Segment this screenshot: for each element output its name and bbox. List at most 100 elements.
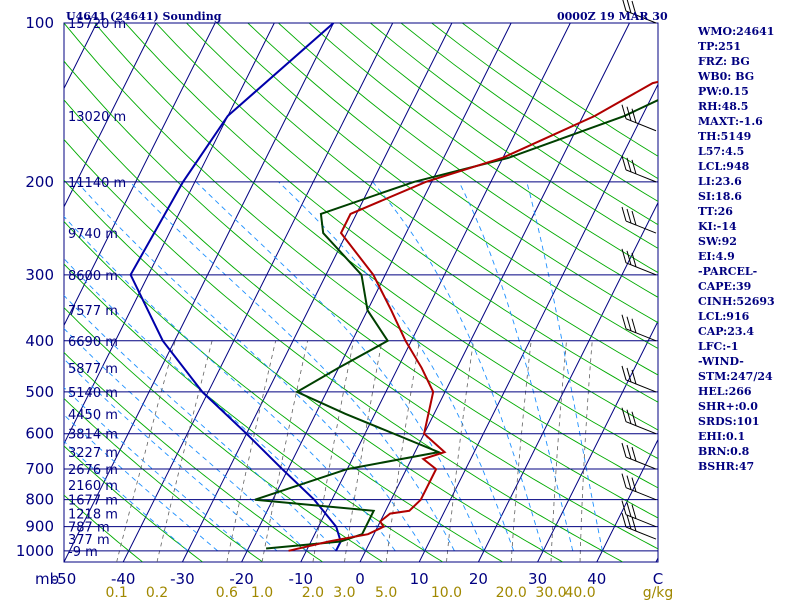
chart-grid	[0, 22, 659, 563]
wind-barb	[621, 473, 657, 501]
temp-unit-label: C	[653, 570, 663, 588]
mixing-ratio-line	[312, 340, 354, 562]
isotherm-line	[0, 23, 38, 562]
dry-adiabat-line	[64, 351, 323, 562]
dry-adiabat-line	[94, 23, 658, 460]
temp-tick-label: -40	[111, 570, 136, 588]
height-label: 8600 m	[68, 269, 118, 284]
index-item: L57:4.5	[698, 145, 745, 158]
indices-panel: WMO:24641 TP:251 FRZ: BG WB0: BG PW:0.15 RH:4…	[698, 24, 798, 474]
index-item: FRZ: BG	[698, 55, 750, 68]
index-item: WMO:24641	[698, 25, 775, 38]
pressure-tick-label: 800	[25, 491, 54, 509]
mixing-ratio-line	[116, 340, 176, 562]
wind-barb	[621, 512, 657, 540]
temp-tick-label: -50	[52, 570, 77, 588]
pressure-unit-label: mb	[35, 570, 59, 588]
mixing-ratio-tick-label: 1.0	[251, 585, 273, 600]
mixing-ratio-tick-label: 2.0	[302, 585, 324, 600]
height-label: 11140 m	[68, 176, 126, 191]
wind-barbs	[621, 0, 657, 540]
index-item: -PARCEL-	[698, 265, 758, 278]
index-item: WB0: BG	[698, 70, 755, 83]
mixing-ratio-line	[156, 340, 213, 562]
temp-tick-label: -10	[289, 570, 314, 588]
index-item: TP:251	[698, 40, 742, 53]
index-item: BRN:0.8	[698, 445, 750, 458]
height-label: 5140 m	[68, 386, 118, 401]
temp-tick-label: 0	[355, 570, 365, 588]
mixing-ratio-tick-label: 10.0	[431, 585, 462, 600]
wind-barb	[622, 0, 657, 24]
plot-frame	[63, 22, 659, 563]
pressure-tick-label: 700	[25, 460, 54, 478]
dry-adiabat-line	[124, 23, 658, 431]
dry-adiabat-line	[155, 23, 658, 403]
height-label: 13020 m	[68, 110, 126, 125]
wind-barb	[621, 314, 657, 342]
temp-tick-label: 30	[528, 570, 547, 588]
pressure-tick-label: 400	[25, 332, 54, 350]
index-item: SW:92	[698, 235, 737, 248]
pressure-tick-label: 100	[25, 14, 54, 32]
dry-adiabat-line	[64, 23, 658, 489]
index-item: CAP:23.4	[698, 325, 755, 338]
wind-barb	[621, 407, 657, 435]
index-item: LCL:916	[698, 310, 750, 323]
temp-tick-label: -30	[170, 570, 195, 588]
wind-barb	[621, 500, 657, 528]
mixing-ratio-line	[579, 340, 593, 562]
index-item: LI:23.6	[698, 175, 742, 188]
wind-barb	[621, 155, 657, 183]
index-item: SRDS:101	[698, 415, 760, 428]
height-label: 3814 m	[68, 428, 118, 443]
dry-adiabat-line	[186, 23, 658, 376]
dry-adiabat-line	[64, 445, 203, 562]
dry-adiabat-line	[64, 220, 504, 562]
temp-tick-label: 10	[410, 570, 429, 588]
dry-adiabat-line	[64, 307, 383, 562]
index-item: RH:48.5	[698, 100, 749, 113]
chart-curves	[129, 23, 658, 552]
isotherm-line	[64, 23, 157, 208]
mixing-ratio-line	[226, 340, 277, 562]
isotherm-line	[64, 23, 216, 327]
index-item: TT:26	[698, 205, 733, 218]
index-item: TH:5149	[698, 130, 752, 143]
mixing-ratio-tick-label: 40.0	[564, 585, 595, 600]
mixing-ratio-line	[510, 340, 532, 562]
mixing-ratio-tick-label: 0.2	[146, 585, 168, 600]
wind-barb	[621, 248, 657, 276]
moist-adiabat-line	[76, 181, 426, 552]
index-item: SI:18.6	[698, 190, 742, 203]
isotherm-line	[418, 83, 658, 562]
index-item: EHI:0.1	[698, 430, 746, 443]
pressure-tick-label: 1000	[16, 542, 54, 560]
height-label: 7577 m	[68, 304, 118, 319]
dry-adiabat-line	[64, 99, 658, 550]
index-item: CINH:52693	[698, 295, 775, 308]
dry-adiabat-line	[64, 263, 444, 562]
dry-adiabat-line	[64, 138, 624, 562]
parcel-trace	[129, 23, 342, 552]
mixing-ratio-tick-label: 0.6	[216, 585, 238, 600]
pressure-tick-label: 300	[25, 266, 54, 284]
dry-adiabat-line	[64, 397, 263, 562]
height-label: 2160 m	[68, 479, 118, 494]
mixing-ratio-line	[261, 340, 308, 562]
height-label: 2676 m	[68, 463, 118, 478]
mixing-ratio-line	[385, 340, 420, 562]
index-item: MAXT:-1.6	[698, 115, 763, 128]
chart-time: 0000Z 19 MAR 30	[557, 10, 668, 23]
dewpoint-trace	[254, 99, 658, 550]
index-item: LFC:-1	[698, 340, 739, 353]
height-label: 9740 m	[68, 227, 118, 242]
index-item: CAPE:39	[698, 280, 752, 293]
moist-adiabat-line	[129, 181, 455, 552]
isotherm-line	[477, 201, 658, 562]
wind-barb	[621, 104, 657, 132]
height-label: 377 m	[68, 533, 110, 548]
dry-adiabat-line	[339, 23, 658, 249]
